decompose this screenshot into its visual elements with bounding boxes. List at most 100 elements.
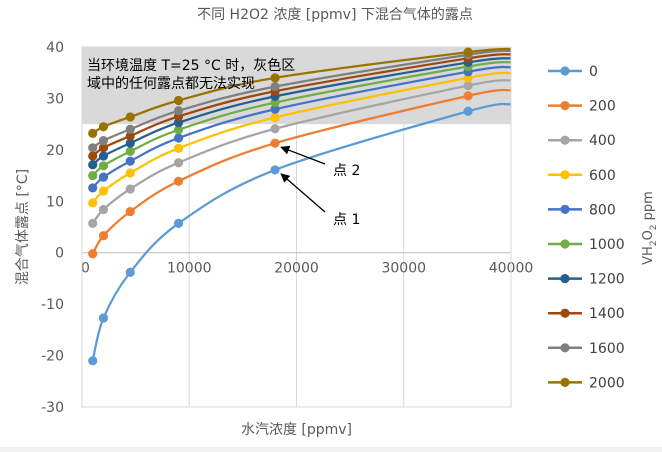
data-point-400-3: [173, 158, 184, 168]
data-point-0-4: [270, 165, 280, 175]
y-tick-label-6: -20: [41, 349, 64, 365]
data-point-1000-2: [125, 146, 135, 156]
y-tick-label-0: 40: [46, 40, 64, 56]
bottom-band: [0, 447, 662, 452]
data-point-400-4: [270, 124, 280, 134]
legend-title-part-4: 2: [649, 224, 659, 230]
data-point-2000-2: [125, 112, 135, 122]
data-point-2000-4: [270, 73, 280, 83]
legend-title-part-1: H: [641, 246, 656, 256]
legend-label-0: 0: [589, 64, 598, 80]
chart-title: 不同 H2O2 浓度 [ppmv] 下混合气体的露点: [197, 7, 473, 23]
series-800: [88, 65, 511, 193]
shaded-label-line-0: 当环境温度 T=25 °C 时，灰色区: [87, 57, 295, 74]
data-point-2000-0: [88, 128, 98, 138]
data-point-400-1: [98, 204, 109, 215]
data-point-1000-3: [173, 125, 184, 135]
data-point-200-4: [270, 138, 280, 148]
legend-title: VH2O2 ppm: [641, 191, 659, 265]
y-axis-title: 混合气体露点 [°C]: [15, 169, 31, 285]
data-point-0-0: [88, 356, 98, 366]
legend-marker-0: [560, 66, 570, 76]
data-point-2000-5: [463, 47, 473, 57]
legend-label-1200: 1200: [589, 272, 625, 288]
shaded-label-line-1: 域中的任何露点都无法实现: [87, 76, 255, 92]
data-point-800-3: [173, 133, 184, 143]
x-axis-title: 水汽浓度 [ppmv]: [241, 422, 352, 438]
data-point-600-0: [88, 198, 98, 208]
legend-marker-1400: [560, 308, 570, 318]
data-point-600-1: [98, 186, 109, 196]
data-point-1000-1: [98, 161, 109, 171]
data-point-1600-2: [125, 124, 135, 134]
legend-label-1600: 1600: [589, 341, 625, 357]
data-point-800-2: [125, 156, 135, 166]
data-point-0-1: [98, 313, 109, 323]
data-point-200-2: [125, 206, 135, 217]
legend-label-800: 800: [589, 202, 616, 218]
legend-marker-200: [560, 101, 570, 111]
annotation-label-0: 点 2: [333, 163, 360, 179]
data-point-1600-3: [173, 106, 184, 116]
data-point-600-3: [173, 143, 184, 153]
data-point-0-3: [173, 218, 184, 228]
plot-frame: [81, 46, 512, 408]
data-point-1400-1: [98, 143, 109, 153]
x-tick-label-1: 10000: [167, 261, 212, 277]
legend-label-1000: 1000: [589, 237, 625, 253]
legend-label-400: 400: [589, 133, 616, 149]
data-point-0-2: [125, 267, 135, 277]
x-tick-label-3: 30000: [381, 261, 426, 277]
data-point-1200-2: [125, 138, 135, 148]
legend-title-part-2: 2: [649, 240, 659, 246]
series-2000: [88, 47, 511, 138]
legend-label-1400: 1400: [589, 306, 625, 322]
legend-marker-400: [560, 135, 570, 145]
data-point-800-0: [88, 183, 98, 193]
data-point-200-0: [88, 249, 98, 259]
y-tick-label-7: -30: [41, 400, 64, 416]
legend-marker-2000: [560, 377, 570, 387]
data-point-800-1: [98, 172, 109, 182]
legend-title-part-3: O: [641, 230, 656, 240]
y-tick-label-2: 20: [46, 143, 64, 159]
annotation-arrow-1: [280, 173, 326, 213]
data-point-0-5: [463, 106, 473, 116]
y-tick-label-3: 10: [46, 194, 64, 210]
data-point-400-0: [88, 218, 98, 228]
legend-title-part-5: ppm: [641, 191, 656, 224]
series-line-0: [91, 102, 511, 361]
data-point-1400-0: [88, 151, 98, 161]
annotation-arrow-0: [280, 145, 326, 165]
legend-title-part-0: V: [641, 256, 656, 265]
data-point-1600-0: [88, 143, 98, 153]
data-point-400-5: [463, 80, 473, 91]
data-point-1600-4: [270, 82, 280, 92]
legend-label-200: 200: [589, 99, 616, 115]
y-tick-label-5: -10: [41, 297, 64, 313]
y-tick-label-4: 0: [55, 246, 64, 262]
data-point-1400-2: [125, 131, 135, 141]
data-point-2000-3: [173, 95, 184, 106]
data-point-1200-1: [98, 151, 109, 161]
x-tick-label-2: 20000: [274, 261, 319, 277]
data-point-600-2: [125, 168, 135, 178]
data-point-800-4: [270, 104, 280, 114]
data-point-200-1: [98, 231, 109, 241]
data-point-1600-1: [98, 136, 109, 146]
y-tick-label-1: 30: [46, 91, 64, 107]
annotation-label-1: 点 1: [333, 212, 360, 228]
data-point-1000-0: [88, 170, 98, 181]
legend-marker-800: [560, 204, 570, 214]
data-point-1200-0: [88, 160, 98, 170]
series-0: [88, 102, 511, 366]
legend-label-2000: 2000: [589, 375, 625, 391]
legend-marker-1000: [560, 239, 570, 249]
data-point-200-3: [173, 176, 184, 186]
legend-marker-1200: [560, 274, 570, 284]
legend-marker-600: [560, 170, 570, 180]
series-200: [88, 88, 511, 259]
series-400: [88, 79, 511, 228]
